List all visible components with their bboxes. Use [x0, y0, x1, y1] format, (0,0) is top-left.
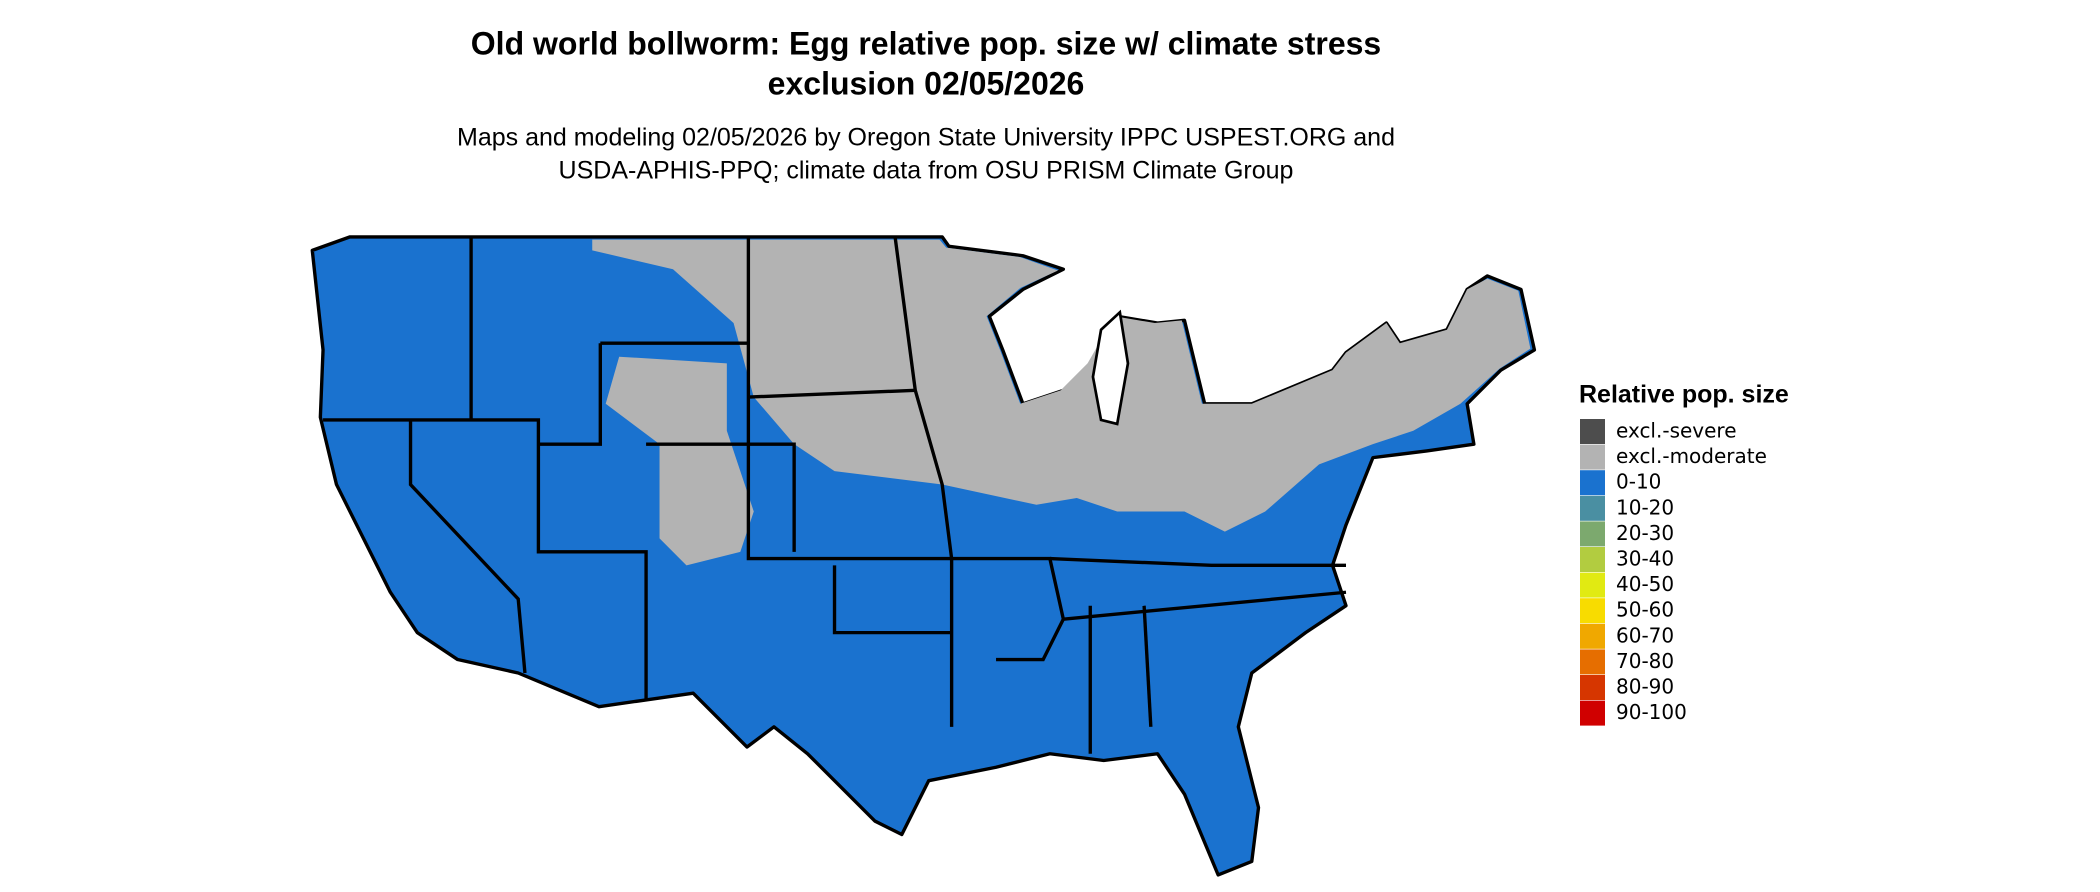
- legend-swatch: [1580, 649, 1605, 675]
- legend-swatch: [1580, 495, 1605, 521]
- legend-swatch: [1580, 444, 1605, 470]
- legend-label: excl.-severe: [1616, 419, 1737, 443]
- legend: Relative pop. size excl.-severeexcl.-mod…: [1579, 381, 1789, 726]
- legend-label: 50-60: [1616, 598, 1674, 622]
- legend-label: 20-30: [1616, 521, 1674, 545]
- region-excluded: [605, 356, 754, 566]
- legend-label: 80-90: [1616, 675, 1674, 699]
- title: exclusion 02/05/2026: [768, 65, 1085, 101]
- legend-label: 40-50: [1616, 572, 1674, 596]
- legend-label: 60-70: [1616, 623, 1674, 647]
- legend-swatch: [1580, 675, 1605, 700]
- subtitle: USDA-APHIS-PPQ; climate data from OSU PR…: [559, 157, 1294, 185]
- legend-swatch: [1580, 598, 1605, 624]
- legend-swatch: [1580, 521, 1605, 547]
- subtitle: Maps and modeling 02/05/2026 by Oregon S…: [457, 124, 1395, 152]
- legend-label: excl.-moderate: [1616, 444, 1767, 468]
- state-borders: [323, 236, 1347, 754]
- lake: [1091, 309, 1130, 426]
- legend-label: 10-20: [1616, 495, 1674, 519]
- legend-swatch: [1580, 470, 1605, 496]
- legend-swatch: [1580, 419, 1605, 444]
- legend-label: 30-40: [1616, 547, 1674, 571]
- legend-swatch: [1580, 700, 1605, 726]
- legend-label: 0-10: [1616, 470, 1661, 494]
- map: [310, 235, 1537, 877]
- legend-label: 70-80: [1616, 649, 1674, 673]
- legend-swatch: [1580, 623, 1605, 649]
- title: Old world bollworm: Egg relative pop. si…: [471, 25, 1381, 61]
- legend-label: 90-100: [1616, 700, 1687, 724]
- region-excluded: [592, 239, 1531, 532]
- legend-swatch: [1580, 572, 1605, 598]
- legend-swatch: [1580, 547, 1605, 572]
- legend-title: Relative pop. size: [1579, 381, 1789, 409]
